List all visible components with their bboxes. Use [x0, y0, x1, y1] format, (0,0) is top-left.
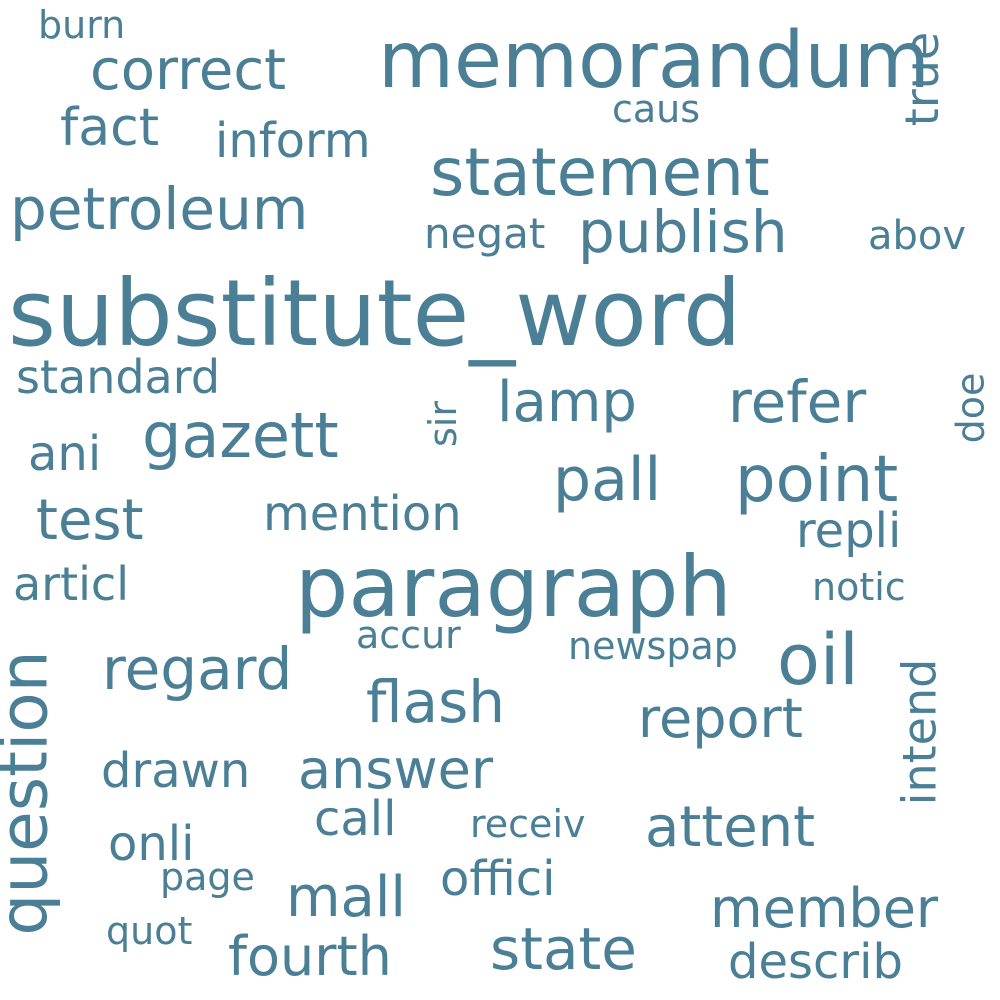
word-pall: pall [553, 445, 662, 515]
word-call: call [314, 791, 397, 847]
word-negat: negat [424, 209, 546, 258]
word-ani: ani [28, 426, 102, 482]
word-quot: quot [106, 909, 193, 953]
word-statement: statement [430, 134, 770, 211]
word-publish: publish [578, 198, 788, 266]
word-refer: refer [728, 368, 867, 436]
word-memorandum: memorandum [378, 16, 930, 106]
word-drawn: drawn [101, 743, 251, 799]
word-offici: offici [440, 851, 556, 907]
word-abov: abov [868, 213, 967, 259]
word-intend: intend [892, 658, 947, 806]
word-fact: fact [60, 98, 160, 158]
word-inform: inform [215, 113, 371, 169]
word-gazett: gazett [142, 399, 339, 472]
word-member: member [710, 877, 939, 940]
word-standard: standard [16, 350, 221, 404]
word-regard: regard [102, 635, 293, 703]
word-paragraph: paragraph [295, 538, 732, 636]
word-describ: describ [728, 934, 903, 990]
word-oil: oil [777, 619, 859, 701]
word-flash: flash [366, 668, 506, 736]
word-fourth: fourth [228, 925, 392, 988]
word-test: test [36, 488, 144, 553]
word-state: state [490, 915, 637, 983]
word-sir: sir [420, 401, 465, 447]
word-burn: burn [38, 3, 126, 47]
word-lamp: lamp [497, 370, 637, 435]
word-true: true [895, 31, 950, 127]
word-newspap: newspap [568, 624, 738, 668]
word-articl: articl [13, 557, 129, 611]
word-page: page [160, 855, 255, 899]
word-answer: answer [298, 738, 494, 801]
word-mall: mall [286, 865, 406, 930]
word-substitute-word: substitute_word [8, 260, 742, 367]
word-accur: accur [356, 613, 461, 657]
word-notic: notic [812, 565, 906, 609]
word-question: question [0, 650, 63, 936]
word-receiv: receiv [470, 802, 586, 846]
word-petroleum: petroleum [10, 175, 309, 243]
word-onli: onli [108, 816, 195, 872]
word-mention: mention [263, 486, 462, 542]
word-repli: repli [796, 503, 902, 559]
word-caus: caus [612, 87, 701, 131]
word-point: point [735, 443, 899, 517]
word-attent: attent [645, 795, 816, 860]
word-correct: correct [90, 38, 287, 103]
word-report: report [638, 687, 803, 750]
word-doe: doe [948, 372, 993, 444]
